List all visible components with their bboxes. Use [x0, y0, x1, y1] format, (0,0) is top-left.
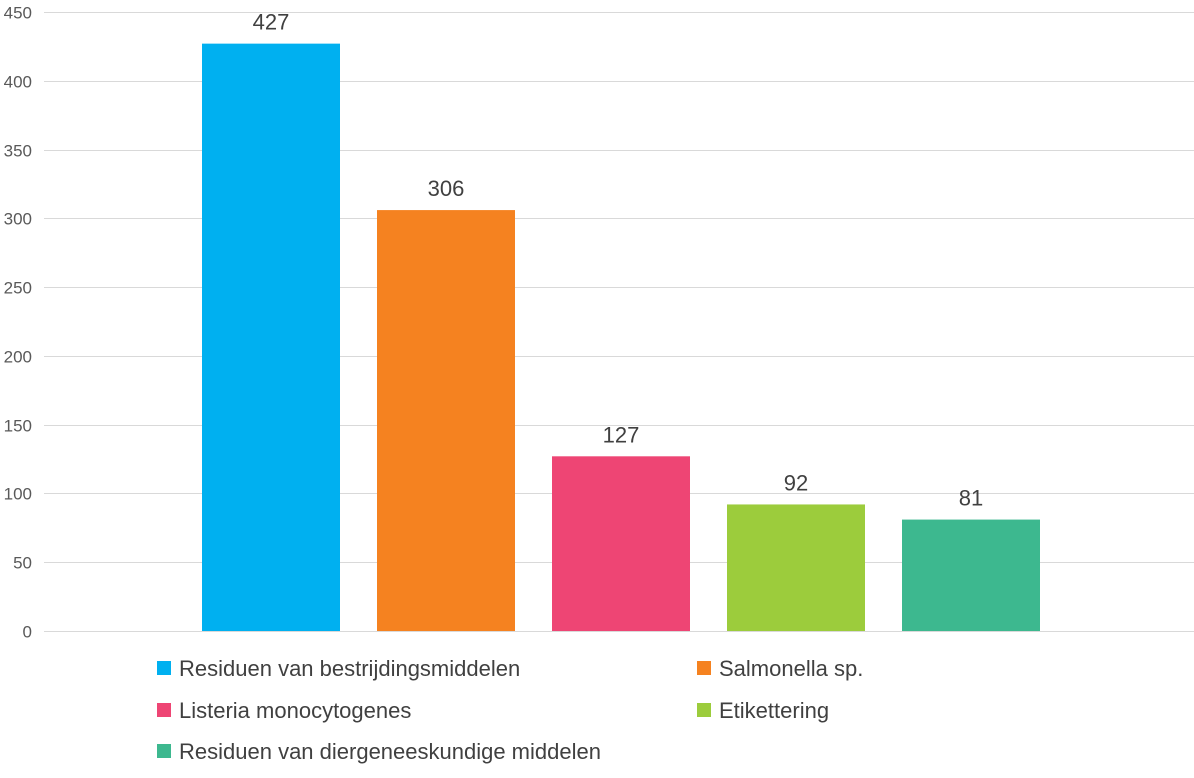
bar-5 [902, 519, 1040, 631]
data-labels: 427 306 127 92 81 [253, 10, 984, 511]
y-tick-label-100: 100 [4, 485, 32, 504]
legend-swatch-1 [157, 661, 171, 675]
data-label-4: 92 [784, 470, 808, 495]
data-label-5: 81 [959, 486, 983, 511]
bar-2 [377, 210, 515, 631]
legend-swatch-5 [157, 744, 171, 758]
y-tick-label-350: 350 [4, 142, 32, 161]
bar-4 [727, 504, 865, 631]
y-tick-label-300: 300 [4, 210, 32, 229]
y-axis-ticks: 0 50 100 150 200 250 300 350 400 450 [4, 4, 32, 642]
data-label-3: 127 [603, 422, 640, 447]
legend-swatch-2 [697, 661, 711, 675]
legend-label-5: Residuen van diergeneeskundige middelen [179, 739, 601, 764]
legend-label-1: Residuen van bestrijdingsmiddelen [179, 656, 520, 681]
bar-3 [552, 456, 690, 631]
legend: Residuen van bestrijdingsmiddelen Salmone… [157, 656, 863, 764]
legend-label-3: Listeria monocytogenes [179, 698, 411, 723]
y-tick-label-50: 50 [13, 554, 32, 573]
data-label-1: 427 [253, 10, 290, 35]
legend-label-2: Salmonella sp. [719, 656, 863, 681]
y-tick-label-450: 450 [4, 4, 32, 23]
bars [202, 43, 1040, 632]
bar-1 [202, 43, 340, 632]
y-tick-label-200: 200 [4, 348, 32, 367]
legend-swatch-4 [697, 703, 711, 717]
y-tick-label-150: 150 [4, 417, 32, 436]
legend-swatch-3 [157, 703, 171, 717]
y-tick-label-250: 250 [4, 279, 32, 298]
y-tick-label-400: 400 [4, 73, 32, 92]
data-label-2: 306 [428, 176, 465, 201]
y-tick-label-0: 0 [23, 623, 32, 642]
legend-label-4: Etikettering [719, 698, 829, 723]
